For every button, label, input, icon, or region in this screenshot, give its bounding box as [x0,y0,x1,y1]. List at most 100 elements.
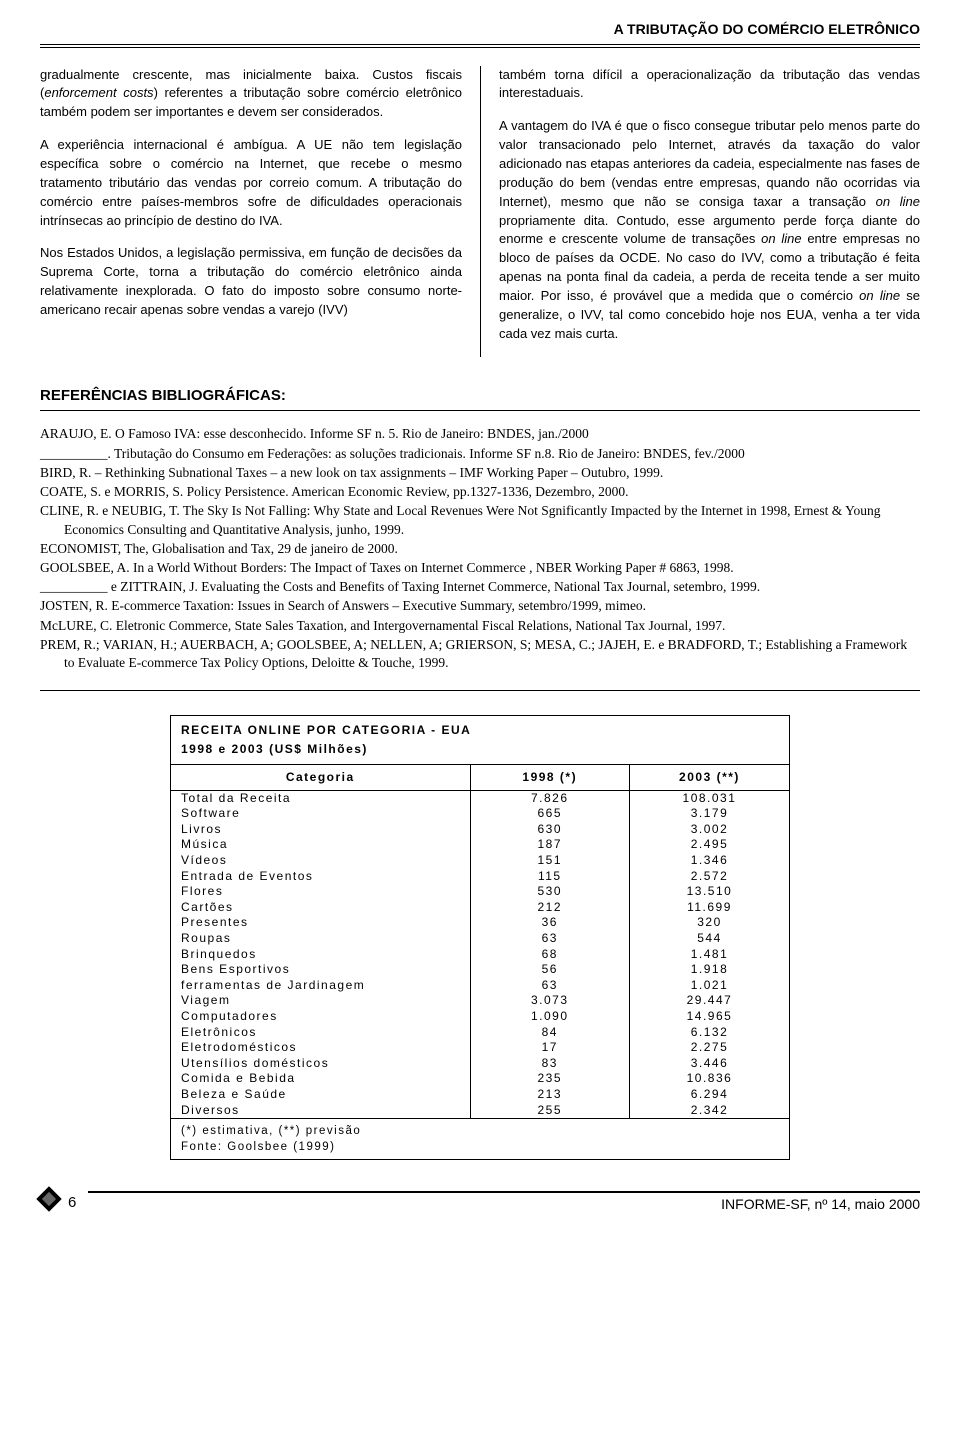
table-cell: Música [171,837,470,853]
left-p2: A experiência internacional é ambígua. A… [40,136,462,230]
reference-item: CLINE, R. e NEUBIG, T. The Sky Is Not Fa… [40,502,920,538]
right-p2: A vantagem do IVA é que o fisco consegue… [499,117,920,343]
table-cell: 2.495 [629,837,789,853]
table-cell: Eletrônicos [171,1025,470,1041]
left-p3: Nos Estados Unidos, a legislação permiss… [40,244,462,319]
table-cell: 2.342 [629,1103,789,1119]
table-cell: Cartões [171,900,470,916]
table-cell: 68 [470,947,629,963]
table-cell: 665 [470,806,629,822]
body-columns: gradualmente crescente, mas inicialmente… [40,66,920,358]
reference-item: McLURE, C. Eletronic Commerce, State Sal… [40,617,920,635]
references-list: ARAUJO, E. O Famoso IVA: esse desconheci… [40,425,920,672]
page-number: 6 [68,1192,76,1213]
table-cell: 108.031 [629,790,789,806]
table-cell: 29.447 [629,993,789,1009]
page-footer: 6 INFORME-SF, nº 14, maio 2000 [40,1190,920,1214]
table-subtitle: 1998 e 2003 (US$ Milhões) [171,741,789,765]
table-cell: 630 [470,822,629,838]
table-note-2: Fonte: Goolsbee (1999) [181,1139,779,1155]
table-row: Utensílios domésticos833.446 [171,1056,789,1072]
table-cell: Software [171,806,470,822]
table-cell: 84 [470,1025,629,1041]
table-cell: 2.572 [629,869,789,885]
col-header: Categoria [171,765,470,790]
table-cell: Total da Receita [171,790,470,806]
table-cell: 6.132 [629,1025,789,1041]
reference-item: JOSTEN, R. E-commerce Taxation: Issues i… [40,597,920,615]
table-cell: 1.090 [470,1009,629,1025]
reference-item: GOOLSBEE, A. In a World Without Borders:… [40,559,920,577]
table-cell: 10.836 [629,1071,789,1087]
table-cell: 3.073 [470,993,629,1009]
table-cell: Utensílios domésticos [171,1056,470,1072]
table-row: Roupas63544 [171,931,789,947]
reference-item: ECONOMIST, The, Globalisation and Tax, 2… [40,540,920,558]
reference-item: COATE, S. e MORRIS, S. Policy Persistenc… [40,483,920,501]
table-cell: 1.481 [629,947,789,963]
references-heading: REFERÊNCIAS BIBLIOGRÁFICAS: [40,385,920,406]
table-cell: 6.294 [629,1087,789,1103]
table-row: ferramentas de Jardinagem631.021 [171,978,789,994]
table-cell: Vídeos [171,853,470,869]
table-cell: 63 [470,978,629,994]
text-italic: on line [859,288,900,303]
table-cell: Roupas [171,931,470,947]
reference-item: BIRD, R. – Rethinking Subnational Taxes … [40,464,920,482]
table-cell: 212 [470,900,629,916]
col-header: 2003 (**) [629,765,789,790]
table-cell: 115 [470,869,629,885]
table-cell: Entrada de Eventos [171,869,470,885]
table-cell: 7.826 [470,790,629,806]
table-row: Livros6303.002 [171,822,789,838]
table-cell: 235 [470,1071,629,1087]
table-cell: 213 [470,1087,629,1103]
table-cell: 151 [470,853,629,869]
table-cell: Presentes [171,915,470,931]
table-cell: Diversos [171,1103,470,1119]
footer-diamond-icon [36,1187,61,1212]
table-row: Diversos2552.342 [171,1103,789,1119]
table-cell: Comida e Bebida [171,1071,470,1087]
table-row: Brinquedos681.481 [171,947,789,963]
table-cell: 530 [470,884,629,900]
table-cell: Computadores [171,1009,470,1025]
table-cell: 544 [629,931,789,947]
reference-item: __________ e ZITTRAIN, J. Evaluating the… [40,578,920,596]
table-cell: 11.699 [629,900,789,916]
table-cell: 17 [470,1040,629,1056]
table-row: Flores53013.510 [171,884,789,900]
table-cell: Livros [171,822,470,838]
table-cell: 63 [470,931,629,947]
footer-left: 6 [40,1190,76,1214]
table-row: Entrada de Eventos1152.572 [171,869,789,885]
table-row: Eletrônicos846.132 [171,1025,789,1041]
table-row: Vídeos1511.346 [171,853,789,869]
table-cell: 14.965 [629,1009,789,1025]
table-cell: Bens Esportivos [171,962,470,978]
table-cell: 36 [470,915,629,931]
text-italic: enforcement costs [44,85,153,100]
reference-item: PREM, R.; VARIAN, H.; AUERBACH, A; GOOLS… [40,636,920,672]
left-column: gradualmente crescente, mas inicialmente… [40,66,480,358]
col-header: 1998 (*) [470,765,629,790]
table-header-row: Categoria 1998 (*) 2003 (**) [171,765,789,790]
table-row: Computadores1.09014.965 [171,1009,789,1025]
text-italic: on line [876,194,920,209]
table-cell: Eletrodomésticos [171,1040,470,1056]
table-row: Comida e Bebida23510.836 [171,1071,789,1087]
table-cell: 3.002 [629,822,789,838]
table-row: Software6653.179 [171,806,789,822]
table-row: Eletrodomésticos172.275 [171,1040,789,1056]
table-cell: Viagem [171,993,470,1009]
right-p1: também torna difícil a operacionalização… [499,66,920,104]
table-cell: 83 [470,1056,629,1072]
text: A vantagem do IVA é que o fisco consegue… [499,118,920,208]
table-row: Música1872.495 [171,837,789,853]
table-cell: Flores [171,884,470,900]
table-title: RECEITA ONLINE POR CATEGORIA - EUA [171,716,789,741]
page-header-title: A TRIBUTAÇÃO DO COMÉRCIO ELETRÔNICO [40,20,920,45]
table-cell: 1.346 [629,853,789,869]
table-row: Total da Receita7.826108.031 [171,790,789,806]
table-cell: 13.510 [629,884,789,900]
